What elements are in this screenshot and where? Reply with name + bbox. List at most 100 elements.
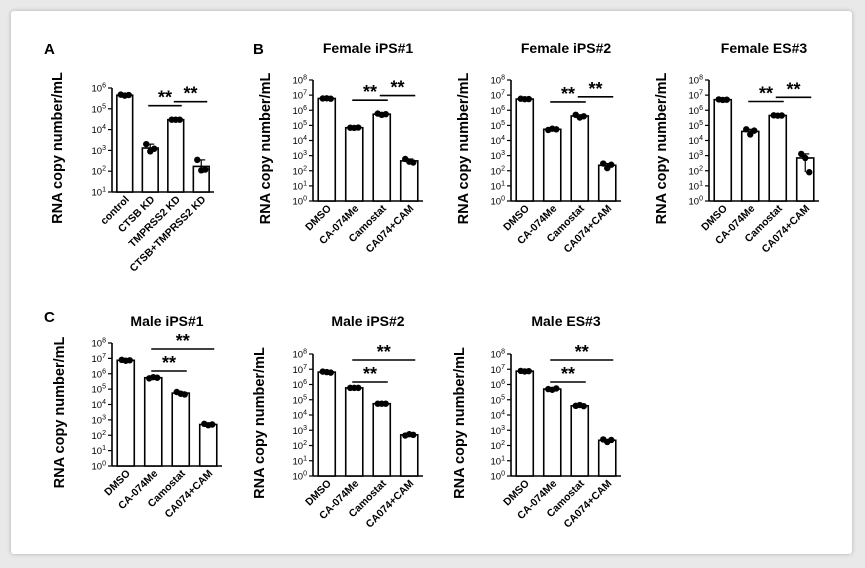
bar [399, 434, 419, 477]
data-point [125, 91, 132, 99]
data-point [743, 126, 750, 133]
y-tick-label: 108 [293, 349, 308, 361]
chart-title: Male iPS#1 [130, 313, 203, 329]
chart-title: Female iPS#2 [521, 40, 611, 56]
significance-label: ** [575, 342, 589, 362]
chart-panel: Male iPS#2 RNA copy number/mL 100 101 102 103… [252, 313, 423, 530]
y-tick-label: 101 [491, 455, 506, 467]
y-tick-label: 106 [293, 379, 308, 391]
chart-panel: C Male iPS#1 RNA copy number/mL 100 101 102 10… [44, 309, 222, 520]
y-tick-label: 103 [491, 425, 506, 437]
y-tick-label: 105 [92, 103, 107, 115]
data-point [410, 431, 417, 439]
bar [399, 160, 419, 202]
y-tick-label: 107 [92, 353, 107, 365]
chart-panel: Female iPS#2 RNA copy number/mL 100 101 102 1… [456, 40, 621, 255]
bar [713, 98, 733, 202]
bar [116, 359, 136, 467]
data-point [553, 126, 560, 133]
chart-title: Female iPS#1 [323, 40, 413, 56]
y-tick-label: 108 [689, 75, 704, 87]
y-tick-label: 105 [491, 120, 506, 132]
y-tick-label: 106 [689, 105, 704, 117]
y-tick-label: 102 [92, 166, 107, 178]
data-point [802, 154, 809, 162]
y-tick-label: 104 [689, 135, 704, 147]
y-tick-label: 104 [491, 410, 506, 422]
data-point [410, 159, 417, 166]
y-tick-label: 103 [689, 150, 704, 162]
data-point [525, 367, 532, 375]
y-tick-label: 103 [293, 425, 308, 437]
data-point [608, 436, 615, 444]
data-point [723, 96, 730, 103]
significance-label: ** [377, 342, 391, 362]
significance-label: ** [390, 78, 404, 98]
significance-label: ** [363, 82, 377, 102]
data-point [355, 384, 362, 392]
panel-letter: B [253, 41, 264, 58]
y-tick-label: 105 [293, 394, 308, 406]
data-point [806, 169, 813, 176]
data-point [327, 95, 334, 102]
bar [141, 147, 159, 193]
bar [570, 115, 590, 202]
data-point [194, 156, 201, 164]
y-tick-label: 106 [92, 368, 107, 380]
y-tick-label: 107 [293, 364, 308, 376]
y-tick-label: 103 [491, 150, 506, 162]
data-point [798, 150, 805, 158]
y-tick-label: 103 [293, 150, 308, 162]
y-tick-label: 108 [491, 75, 506, 87]
data-point [600, 160, 607, 167]
y-tick-label: 100 [293, 471, 308, 483]
data-point [580, 402, 587, 410]
y-tick-label: 107 [293, 90, 308, 102]
bar [542, 388, 562, 477]
bar [344, 126, 364, 202]
data-point [181, 391, 188, 398]
data-point [553, 385, 560, 392]
data-point [202, 166, 209, 173]
data-point [525, 95, 532, 103]
y-tick-label: 101 [689, 180, 704, 192]
y-tick-label: 102 [491, 440, 506, 452]
data-point [580, 113, 587, 120]
y-tick-label: 104 [293, 135, 308, 147]
y-axis-label: RNA copy number/mL [258, 72, 274, 224]
y-axis-label: RNA copy number/mL [252, 347, 268, 499]
bar [317, 371, 337, 477]
bar [198, 423, 218, 467]
y-tick-label: 102 [92, 430, 107, 442]
y-tick-label: 106 [92, 83, 107, 95]
panel-letter: A [44, 41, 55, 58]
y-tick-label: 101 [491, 180, 506, 192]
chart-panel: B Female iPS#1 RNA copy number/mL 100 101 102… [253, 40, 423, 255]
significance-label: ** [158, 88, 172, 108]
bar [597, 439, 617, 477]
y-axis-label: RNA copy number/mL [52, 336, 68, 488]
chart-title: Male ES#3 [531, 313, 600, 329]
y-tick-label: 101 [293, 180, 308, 192]
y-tick-label: 107 [689, 90, 704, 102]
y-tick-label: 108 [92, 338, 107, 350]
data-point [608, 161, 615, 168]
y-tick-label: 107 [491, 364, 506, 376]
data-point [126, 357, 133, 364]
chart-title: Male iPS#2 [331, 313, 404, 329]
y-tick-label: 101 [293, 455, 308, 467]
y-tick-label: 108 [491, 349, 506, 361]
y-axis-label: RNA copy number/mL [50, 72, 66, 224]
y-tick-label: 101 [92, 445, 107, 457]
y-tick-label: 102 [293, 440, 308, 452]
bar [515, 98, 535, 202]
panel-letter: C [44, 309, 55, 326]
data-point [176, 116, 183, 123]
bar [171, 392, 191, 467]
bar [768, 114, 788, 202]
bar [372, 402, 392, 477]
y-tick-label: 100 [293, 196, 308, 208]
significance-label: ** [561, 84, 575, 104]
data-point [154, 374, 161, 381]
